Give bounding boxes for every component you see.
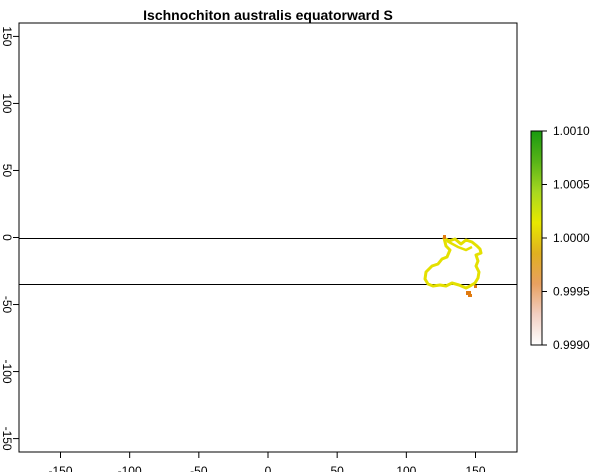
range-cell-east [474, 285, 477, 288]
reference-lines [19, 238, 517, 285]
x-tick-label: -150 [48, 464, 72, 472]
range-cell-southeast-2 [468, 294, 472, 297]
range-map-australia [423, 235, 483, 297]
legend-tick-label: 0.9995 [553, 285, 590, 299]
y-tick-label: 50 [0, 164, 14, 178]
legend-tick-label: 1.0005 [553, 178, 590, 192]
x-tick-label: -50 [190, 464, 208, 472]
australia-range-outline [423, 236, 483, 290]
range-cell-southeast-1 [466, 291, 471, 295]
y-tick-label: -150 [0, 427, 14, 451]
legend-tick-label: 0.9990 [553, 338, 590, 352]
australia-range-inner-arc [446, 239, 473, 252]
legend-colorbar [530, 130, 543, 346]
y-tick-label: -100 [0, 360, 14, 384]
x-axis: -150 -100 -50 0 50 100 150 [48, 452, 486, 472]
plot-frame [18, 22, 518, 453]
x-tick-label: -100 [118, 464, 142, 472]
legend-tick-label: 1.0010 [553, 124, 590, 138]
y-axis: 150 100 50 0 -50 -100 -150 [0, 26, 19, 451]
legend-tick-label: 1.0000 [553, 231, 590, 245]
y-tick-label: 150 [0, 26, 14, 46]
x-tick-label: 0 [265, 464, 272, 472]
y-tick-label: 0 [0, 234, 14, 241]
y-tick-label: -50 [0, 296, 14, 314]
x-tick-label: 150 [465, 464, 485, 472]
x-tick-label: 50 [330, 464, 344, 472]
x-tick-label: 100 [396, 464, 416, 472]
range-cell-north [443, 235, 446, 239]
map-title: Ischnochiton australis equatorward S [143, 7, 393, 23]
legend-ticks: 1.0010 1.0005 1.0000 0.9995 0.9990 [542, 124, 590, 352]
y-tick-label: 100 [0, 93, 14, 113]
color-legend: 1.0010 1.0005 1.0000 0.9995 0.9990 [530, 124, 590, 352]
